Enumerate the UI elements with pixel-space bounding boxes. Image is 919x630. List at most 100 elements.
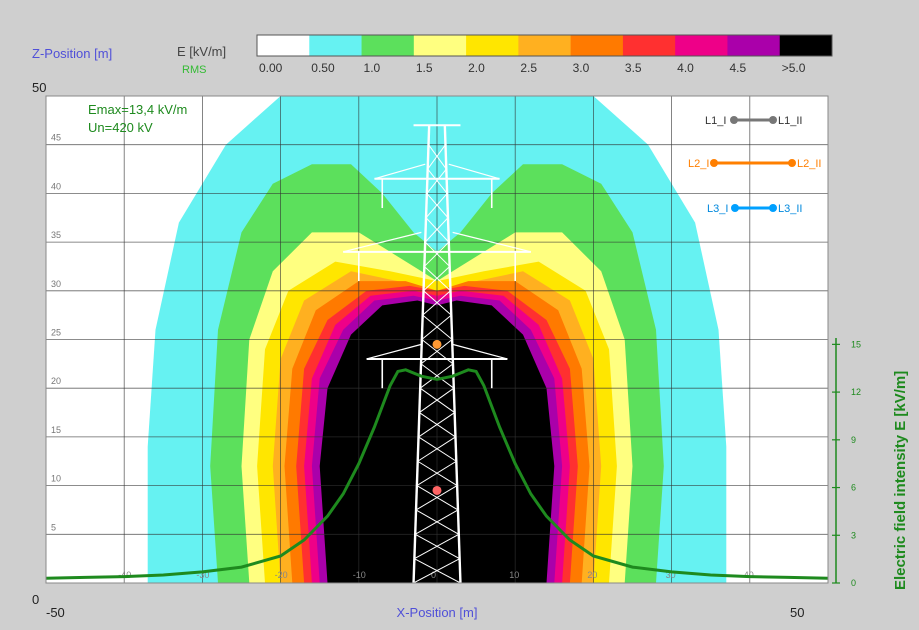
tower-member: [424, 241, 450, 267]
tower-member: [424, 266, 451, 292]
z-min-label: 0: [32, 592, 39, 607]
legend-l1: L1_I L1_II: [705, 115, 802, 127]
color-scale-label: 2.5: [520, 61, 537, 75]
color-swatch: [466, 35, 519, 56]
right-axis-title: Electric field intensity E [kV/m]: [892, 371, 909, 590]
field-profile-line: [45, 368, 829, 580]
color-swatch: [257, 35, 310, 56]
plot-frame: [45, 95, 829, 584]
color-swatch: [727, 35, 781, 56]
z-tick-label: 15: [51, 425, 61, 435]
transmission-tower: [343, 124, 531, 583]
tower-member: [419, 387, 455, 413]
color-swatch: [361, 35, 415, 56]
tower-member: [452, 231, 531, 253]
right-axis-ticks: 0 3 6 9 12 15: [832, 339, 861, 588]
color-scale-label: 1.0: [364, 61, 381, 75]
e-mode-label: RMS: [182, 64, 206, 76]
conductor-markers: [432, 339, 442, 495]
color-scale-label: 4.5: [729, 61, 746, 75]
right-axis-tick-label: 6: [851, 483, 856, 493]
z-axis-title: Z-Position [m]: [32, 46, 112, 61]
color-scale: [256, 34, 833, 57]
color-scale-label: 0.00: [259, 61, 283, 75]
x-tick-label: 40: [744, 570, 754, 580]
tower-member: [417, 460, 458, 487]
x-tick-label: -30: [196, 570, 209, 580]
legend-l3-right: L3_II: [778, 203, 802, 215]
tower-member: [420, 363, 455, 389]
legend-l3-dot-left: [731, 204, 739, 212]
tower-member: [448, 163, 500, 180]
tower-member: [366, 343, 422, 360]
color-scale-frame: [256, 34, 833, 57]
tower-member: [414, 558, 461, 583]
legend-l2: L2_I L2_II: [688, 158, 821, 170]
tower-member: [374, 163, 426, 180]
x-tick-labels: -40 -30 -20 -10 0 10 20 30 40: [118, 570, 754, 580]
conductor-marker: [432, 339, 442, 349]
right-axis-tick-label: 12: [851, 387, 861, 397]
x-axis-title: X-Position [m]: [397, 605, 478, 620]
color-swatch: [518, 35, 572, 56]
tower-member: [343, 231, 422, 253]
legend-l3-dot-right: [769, 204, 777, 212]
tower-member: [427, 144, 446, 170]
z-tick-label: 20: [51, 376, 61, 386]
legend-l2-dot-right: [788, 159, 796, 167]
x-tick-label: -40: [118, 570, 131, 580]
color-scale-label: 1.5: [416, 61, 433, 75]
tower-member: [426, 168, 447, 194]
tower-member: [418, 436, 457, 462]
tower-member: [424, 217, 449, 243]
tower-member: [414, 533, 460, 560]
legend-l2-dot-left: [710, 159, 718, 167]
tower-member: [419, 412, 456, 438]
phase-legend: L1_I L1_II L2_I L2_II L3_I L3_II: [688, 115, 821, 215]
tower-member: [415, 509, 460, 535]
tower-member: [423, 290, 452, 316]
legend-l1-dot-right: [769, 116, 777, 124]
tower-member: [424, 241, 450, 267]
e-unit-label: E [kV/m]: [177, 44, 226, 59]
z-tick-label: 30: [51, 279, 61, 289]
color-scale-label: 0.50: [311, 61, 335, 75]
legend-l1-right: L1_II: [778, 115, 802, 127]
z-max-label: 50: [32, 80, 46, 95]
right-axis-tick-label: 3: [851, 530, 856, 540]
legend-l3: L3_I L3_II: [707, 203, 802, 215]
color-swatch: [570, 35, 624, 56]
color-swatch: [622, 35, 676, 56]
tower-member: [425, 217, 450, 243]
color-scale-labels: 0.00 0.50 1.0 1.5 2.0 2.5 3.0 3.5 4.0 4.5 >5.0: [259, 61, 806, 75]
right-axis-tick-label: 9: [851, 435, 856, 445]
z-tick-label: 25: [51, 328, 61, 338]
emax-label: Emax=13,4 kV/m: [88, 102, 187, 117]
grid-lines: [46, 96, 828, 583]
x-tick-label: -20: [275, 570, 288, 580]
tower-member: [425, 193, 448, 219]
x-tick-label: -10: [353, 570, 366, 580]
color-scale-label: 4.0: [677, 61, 694, 75]
un-label: Un=420 kV: [88, 120, 153, 135]
x-tick-label: 20: [587, 570, 597, 580]
z-tick-label: 45: [51, 133, 61, 143]
color-scale-label: 3.0: [573, 61, 590, 75]
legend-l2-right: L2_II: [797, 158, 821, 170]
tower-member: [416, 485, 459, 511]
tower-member: [423, 266, 450, 292]
x-min-label: -50: [46, 605, 65, 620]
right-axis-tick-label: 0: [851, 578, 856, 588]
legend-l3-left: L3_I: [707, 203, 728, 215]
tower-member: [422, 314, 453, 340]
color-swatch: [779, 35, 833, 56]
color-scale-label: 2.0: [468, 61, 485, 75]
legend-l1-dot-left: [730, 116, 738, 124]
legend-l2-left: L2_I: [688, 158, 709, 170]
z-tick-label: 40: [51, 181, 61, 191]
tower-member: [421, 314, 452, 340]
z-tick-labels: 5 10 15 20 25 30 35 40 45: [51, 133, 61, 533]
x-max-label: 50: [790, 605, 804, 620]
z-tick-label: 10: [51, 474, 61, 484]
